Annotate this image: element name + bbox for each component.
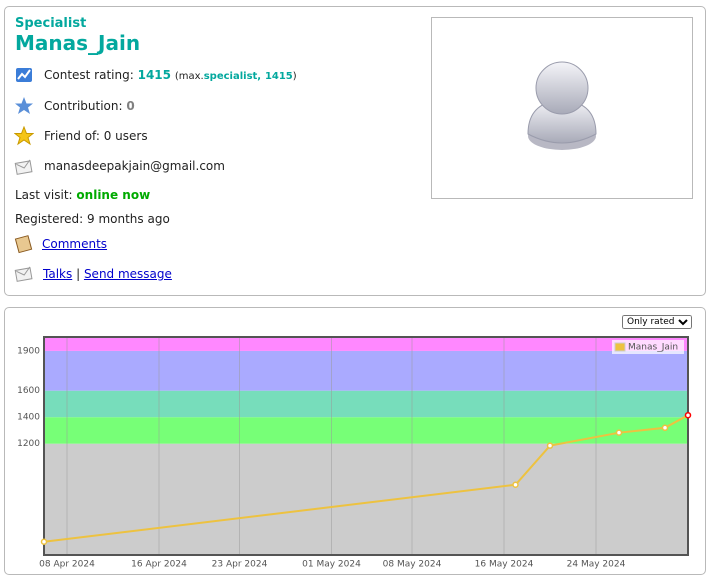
talks-link[interactable]: Talks (43, 267, 73, 281)
label: Contribution: (44, 99, 123, 113)
rating-band (44, 390, 688, 418)
label: Friend of: (44, 129, 100, 143)
registered: 9 months ago (87, 212, 170, 226)
rating-line (43, 414, 689, 543)
comments-link[interactable]: Comments (42, 237, 108, 251)
rating: 1415 (137, 68, 172, 82)
rating-chart: 08 Apr 2024 16 Apr 2024 23 Apr 2024 01 May … (17, 336, 692, 570)
y-tick-label: 1200 (17, 439, 40, 449)
x-tick-label: 08 May 2024 (383, 560, 442, 570)
max-close: ) (292, 71, 297, 82)
rank: Specialist (15, 16, 87, 31)
max-open: (max. (174, 71, 204, 82)
label: Registered: (15, 212, 84, 226)
contribution-icon (15, 97, 33, 114)
x-tick-label: 16 Apr 2024 (131, 560, 187, 570)
x-tick-label: 16 May 2024 (475, 560, 534, 570)
talks-row: Talks | Send message (43, 267, 172, 281)
rating-band (44, 443, 688, 555)
rating-row: Contest rating: 1415 (max.specialist, 14… (44, 68, 297, 82)
rating-point (40, 538, 48, 545)
rating-point (512, 481, 519, 489)
send-message-link[interactable]: Send message (83, 267, 172, 281)
rating-point (546, 442, 554, 449)
x-tick-label: 24 May 2024 (567, 560, 626, 570)
y-tick-label: 1400 (17, 413, 40, 423)
label: Contest rating: (44, 68, 134, 82)
handle: Manas_Jain (15, 31, 141, 55)
last-visit-row: Last visit: online now (15, 188, 150, 202)
rating-band (44, 417, 688, 444)
profile-box (4, 6, 706, 296)
legend-label: Manas_Jain (628, 343, 678, 353)
contribution: 0 (126, 99, 135, 113)
label: Last visit: (15, 188, 73, 202)
max-rank: specialist, (203, 71, 262, 82)
rating-band (44, 337, 688, 351)
last-visit: online now (76, 188, 151, 202)
comments-icon (14, 235, 33, 254)
rating-point (684, 411, 692, 419)
friend-value: 0 users (103, 129, 148, 143)
legend-box (612, 340, 684, 354)
filter-select[interactable]: Only rated (622, 315, 692, 329)
email: manasdeepakjain@gmail.com (44, 159, 225, 173)
rating-point (615, 429, 623, 436)
rating-icon (16, 68, 32, 82)
legend-swatch (614, 342, 626, 352)
y-tick-label: 1600 (17, 386, 40, 396)
separator: | (76, 267, 81, 281)
y-tick-label: 1900 (17, 346, 40, 356)
x-tick-label: 08 Apr 2024 (39, 560, 95, 570)
avatar-image (527, 61, 597, 150)
rating-point (661, 424, 669, 432)
avatar (431, 17, 693, 199)
registered-row: Registered: 9 months ago (15, 212, 170, 226)
email-icon (14, 159, 33, 175)
x-tick-label: 23 Apr 2024 (212, 560, 268, 570)
talks-icon (14, 266, 33, 282)
rating-band (44, 350, 688, 391)
contribution-row: Contribution: 0 (44, 99, 135, 113)
friend-icon (14, 126, 34, 146)
x-tick-label: 01 May 2024 (302, 560, 361, 570)
plot-border (43, 336, 689, 556)
max-rating: 1415 (264, 71, 293, 82)
friend-row: Friend of: 0 users (44, 129, 148, 143)
